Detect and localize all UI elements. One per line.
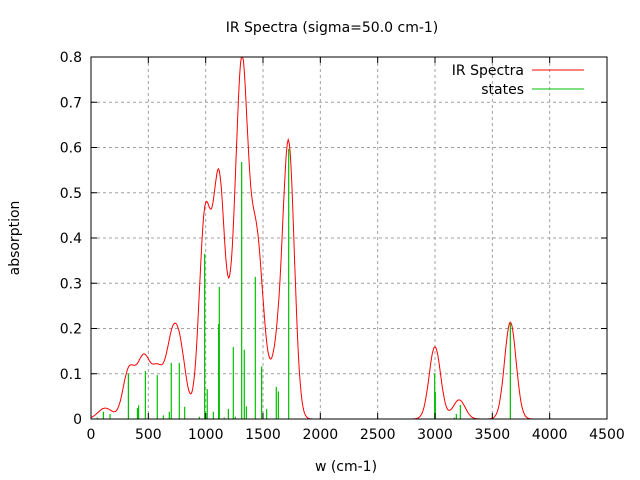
- x-tick-label: 4500: [589, 427, 625, 443]
- y-axis-label: absorption: [7, 201, 23, 276]
- legend-label-states: states: [481, 82, 524, 98]
- axis-ticks: 0 0.1 0.2 0.3 0.4 0.5 0.6 0.7 0.8 0 500 1000 1500 200…: [60, 50, 625, 443]
- states-series: [96, 148, 511, 419]
- y-tick-label: 0.1: [60, 367, 82, 383]
- y-tick-label: 0.8: [60, 50, 82, 66]
- x-tick-label: 1500: [245, 427, 281, 443]
- x-tick-label: 0: [87, 427, 96, 443]
- x-tick-label: 2500: [360, 427, 396, 443]
- y-tick-label: 0.5: [60, 186, 82, 202]
- legend: IR Spectra states: [452, 63, 584, 98]
- x-tick-label: 3500: [475, 427, 511, 443]
- legend-label-ir-spectra: IR Spectra: [452, 63, 524, 79]
- x-tick-label: 2000: [303, 427, 339, 443]
- chart-title: IR Spectra (sigma=50.0 cm-1): [226, 20, 439, 36]
- y-tick-label: 0.7: [60, 95, 82, 111]
- x-axis-label: w (cm-1): [315, 459, 377, 475]
- grid: [91, 57, 607, 419]
- x-tick-label: 4000: [532, 427, 568, 443]
- y-tick-label: 0.4: [60, 231, 82, 247]
- y-tick-label: 0.6: [60, 141, 82, 157]
- x-tick-label: 1000: [188, 427, 224, 443]
- y-tick-label: 0.3: [60, 276, 82, 292]
- y-tick-label: 0.2: [60, 322, 82, 338]
- x-tick-label: 3000: [417, 427, 453, 443]
- y-tick-label: 0: [73, 412, 82, 428]
- x-tick-label: 500: [135, 427, 162, 443]
